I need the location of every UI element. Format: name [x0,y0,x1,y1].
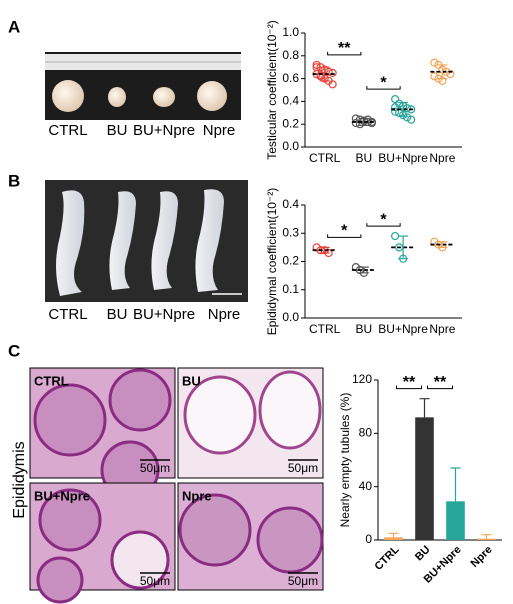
scale-label: 50μm [288,461,318,475]
scale-label: 50μm [140,574,170,588]
significance-bracket [427,385,453,390]
data-point [391,95,400,104]
epididymis-photo [45,180,248,302]
data-point [403,113,412,122]
x-tick-label: Npre [429,322,455,336]
photo-label: BU+Npre [133,306,195,323]
y-tick-label: 0.2 [282,116,299,130]
x-tick-label: BU+Npre [378,322,428,336]
significance-label: ** [338,40,351,57]
y-tick-label: 40 [359,479,373,493]
significance-label: ** [434,374,447,391]
data-point [328,80,337,89]
micrograph-label: Npre [182,488,212,503]
data-point [407,115,416,124]
significance-label: ** [403,374,416,391]
photo-label: BU [107,122,128,139]
error-bar [437,64,448,80]
y-tick-label: 120 [352,372,372,386]
y-tick-label: 0.1 [282,282,299,296]
x-tick-label: CTRL [372,543,401,572]
error-bar [358,266,369,274]
data-point [351,118,360,128]
error-bar [319,66,330,82]
significance-label: * [341,223,348,240]
x-tick-label: Npre [468,544,494,570]
photo-label: BU [107,306,128,323]
error-bar [388,532,399,538]
data-point [367,118,376,128]
x-tick-label: BU+Npre [378,151,428,165]
scale-label: 50μm [140,461,170,475]
x-tick-label: CTRL [309,151,341,165]
significance-bracket [327,51,362,56]
error-bar [419,398,430,418]
data-point [407,105,416,114]
data-point [328,68,337,78]
y-tick-label: 0.0 [282,310,299,324]
scale-label: 50μm [288,574,318,588]
x-tick-label: BU [356,322,373,336]
y-axis-label: Epididymal coefficient(10⁻²) [265,188,279,336]
data-point [430,72,439,81]
error-bar [358,117,369,126]
micrograph-label: BU [182,373,201,388]
photo-label: Npre [203,122,236,139]
photo-label: CTRL [48,122,87,139]
bar [384,537,403,540]
significance-bracket [327,234,362,238]
testis-photo [45,52,241,120]
significance-bracket [366,86,401,90]
tissue-label: Epididymis [11,441,28,518]
y-tick-label: 0.4 [282,94,299,108]
error-bar [450,467,461,502]
y-tick-label: 0.4 [282,197,299,211]
micrograph [177,367,324,479]
photo-label: BU+Npre [133,122,195,139]
data-point [430,58,439,67]
scale-bar [140,459,318,574]
y-tick-label: 0.0 [282,139,299,153]
micrograph-label: BU+Npre [34,488,90,503]
data-point [391,102,400,112]
panel-label: A [8,17,20,36]
y-tick-label: 0.8 [282,48,299,62]
error-bar [398,101,409,117]
significance-label: * [380,211,387,228]
data-point [391,107,400,116]
significance-label: * [380,74,387,91]
bar [415,417,434,540]
y-tick-label: 0 [365,532,372,546]
significance-bracket [396,385,422,390]
y-tick-label: 0.2 [282,254,299,268]
y-tick-label: 1.0 [282,25,299,39]
y-axis-label: Nearly empty tubules (%) [338,393,352,528]
y-tick-label: 0.3 [282,225,299,239]
photo-label: CTRL [48,306,87,323]
x-tick-label: BU [356,151,373,165]
x-tick-label: BU [413,544,433,564]
error-bar [319,246,330,254]
micrograph-label: CTRL [34,373,69,388]
error-bar [437,241,448,248]
error-bar [398,235,409,260]
significance-bracket [366,223,401,227]
panel-label: C [8,341,20,360]
y-axis-label: Testicular coefficient(10⁻²) [265,20,279,160]
y-tick-label: 80 [359,426,373,440]
x-tick-label: CTRL [309,322,341,336]
panel-label: B [8,171,20,190]
bar [477,538,496,540]
bar [446,501,465,540]
micrograph [177,482,324,591]
data-point [312,60,321,70]
data-point [446,69,455,79]
micrograph [29,482,176,604]
x-tick-label: Npre [429,151,455,165]
data-point [391,231,400,241]
y-tick-label: 0.6 [282,71,299,85]
error-bar [481,534,492,539]
photo-label: Npre [208,306,241,323]
